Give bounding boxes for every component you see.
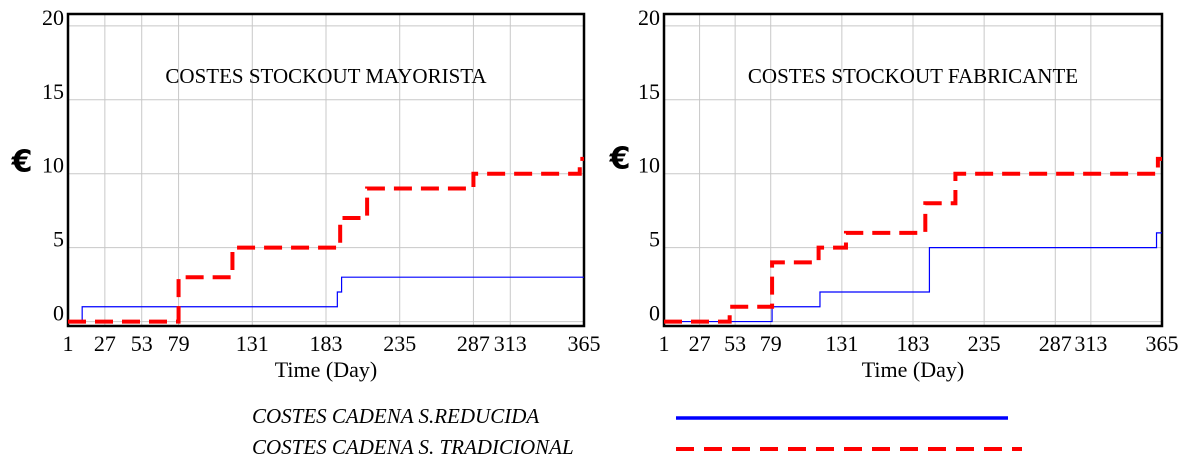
x-tick-label: 79 bbox=[760, 331, 782, 356]
y-axis-label: € bbox=[609, 142, 631, 177]
plot-frame bbox=[662, 12, 1164, 328]
chart-title: COSTES STOCKOUT FABRICANTE bbox=[748, 64, 1078, 88]
y-tick-label: 20 bbox=[42, 5, 64, 30]
legend-label: COSTES CADENA S.REDUCIDA bbox=[252, 404, 539, 428]
x-axis-label: Time (Day) bbox=[275, 357, 377, 382]
y-tick-label: 20 bbox=[638, 5, 660, 30]
x-tick-label: 79 bbox=[168, 331, 190, 356]
y-tick-label: 15 bbox=[42, 79, 64, 104]
series-line bbox=[664, 156, 1162, 324]
x-tick-label: 53 bbox=[724, 331, 746, 356]
x-tick-label: 27 bbox=[689, 331, 711, 356]
y-tick-label: 5 bbox=[649, 227, 660, 252]
x-tick-label: 313 bbox=[494, 331, 527, 356]
y-axis-label: € bbox=[11, 145, 33, 180]
x-tick-label: 183 bbox=[897, 331, 930, 356]
x-tick-label: 365 bbox=[568, 331, 601, 356]
series-line bbox=[664, 232, 1162, 323]
y-tick-label: 10 bbox=[638, 153, 660, 178]
x-tick-label: 53 bbox=[131, 331, 153, 356]
y-tick-label: 0 bbox=[649, 301, 660, 326]
x-tick-label: 131 bbox=[236, 331, 269, 356]
chart-title: COSTES STOCKOUT MAYORISTA bbox=[165, 64, 487, 88]
x-tick-label: 287 bbox=[457, 331, 490, 356]
x-tick-label: 131 bbox=[825, 331, 858, 356]
y-tick-label: 5 bbox=[53, 227, 64, 252]
series-line bbox=[68, 156, 584, 324]
x-tick-label: 27 bbox=[94, 331, 116, 356]
x-tick-label: 183 bbox=[310, 331, 343, 356]
x-tick-label: 287 bbox=[1039, 331, 1072, 356]
x-axis-label: Time (Day) bbox=[862, 357, 964, 382]
legend-label: COSTES CADENA S. TRADICIONAL bbox=[252, 435, 574, 459]
x-tick-label: 365 bbox=[1146, 331, 1179, 356]
y-tick-label: 15 bbox=[638, 79, 660, 104]
plot-frame bbox=[66, 12, 586, 328]
x-tick-label: 313 bbox=[1074, 331, 1107, 356]
x-tick-label: 235 bbox=[383, 331, 416, 356]
series-line bbox=[68, 276, 584, 323]
y-tick-label: 0 bbox=[53, 301, 64, 326]
x-tick-label: 235 bbox=[968, 331, 1001, 356]
y-tick-label: 10 bbox=[42, 153, 64, 178]
x-tick-label: 1 bbox=[659, 331, 670, 356]
x-tick-label: 1 bbox=[63, 331, 74, 356]
